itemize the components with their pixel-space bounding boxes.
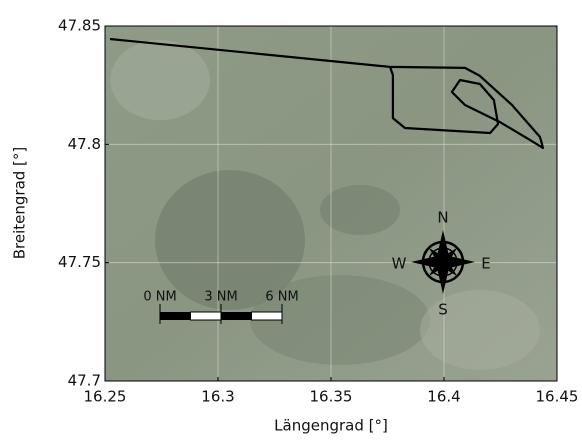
scale-label: 3 NM xyxy=(204,290,237,305)
x-tick-label: 16.25 xyxy=(84,388,127,406)
compass-label: S xyxy=(438,301,448,319)
y-tick-label: 47.7 xyxy=(68,372,101,390)
x-tick-label: 16.3 xyxy=(201,388,234,406)
y-tick-label: 47.8 xyxy=(68,135,101,153)
chart: 0 NM 3 NM 6 NM N E S W Längengrad [°] Br… xyxy=(0,0,582,437)
x-tick-label: 16.45 xyxy=(536,388,579,406)
compass-label: E xyxy=(481,255,490,273)
y-tick-label: 47.85 xyxy=(58,17,101,35)
x-axis-label: Längengrad [°] xyxy=(274,417,388,435)
compass-label: N xyxy=(437,209,448,227)
compass-label: W xyxy=(392,255,407,273)
x-tick-label: 16.35 xyxy=(310,388,353,406)
y-tick-label: 47.75 xyxy=(58,253,101,271)
scale-label: 0 NM xyxy=(143,290,176,305)
scale-label: 6 NM xyxy=(265,290,298,305)
x-tick-label: 16.4 xyxy=(427,388,460,406)
y-axis-label: Breitengrad [°] xyxy=(11,147,29,260)
